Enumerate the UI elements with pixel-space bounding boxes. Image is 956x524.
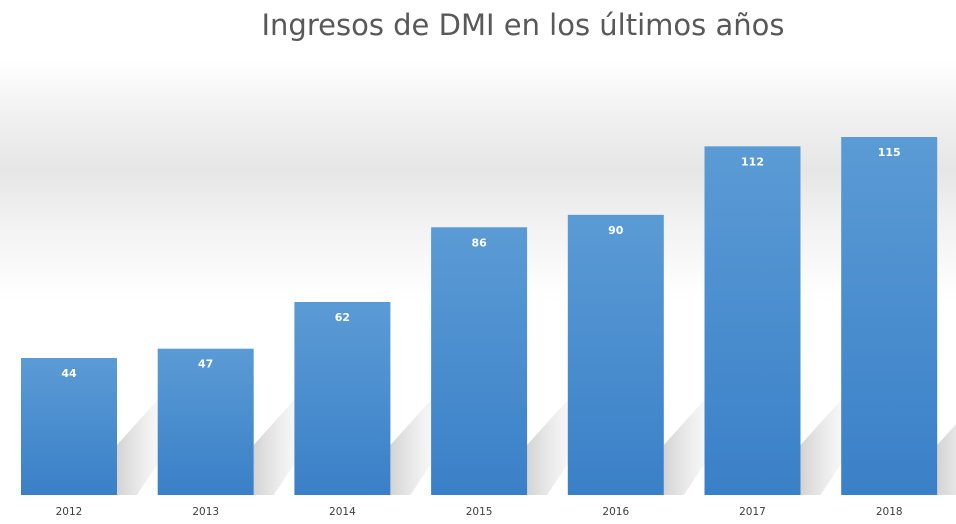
bar-2018 [841,137,938,495]
data-label: 115 [878,146,901,159]
data-label: 90 [608,224,624,237]
data-label: 44 [61,367,77,380]
chart-title: Ingresos de DMI en los últimos años [261,8,785,42]
x-tick-label: 2012 [56,506,83,518]
x-tick-label: 2015 [466,506,493,518]
bar-2015 [431,227,528,495]
bar-shadow [937,424,956,495]
x-tick-label: 2016 [602,506,629,518]
bar-2014 [294,301,391,495]
data-label: 62 [335,311,350,324]
x-tick-label: 2018 [876,506,903,518]
bar-2012 [21,358,117,495]
x-tick-label: 2017 [739,506,766,518]
bar-2016 [567,214,664,495]
bar-2017 [704,146,801,496]
data-label: 86 [471,236,487,249]
data-label: 112 [741,155,764,168]
bar-2013 [157,348,254,495]
x-tick-label: 2013 [192,506,219,518]
x-tick-label: 2014 [329,506,356,518]
data-label: 47 [198,358,213,371]
